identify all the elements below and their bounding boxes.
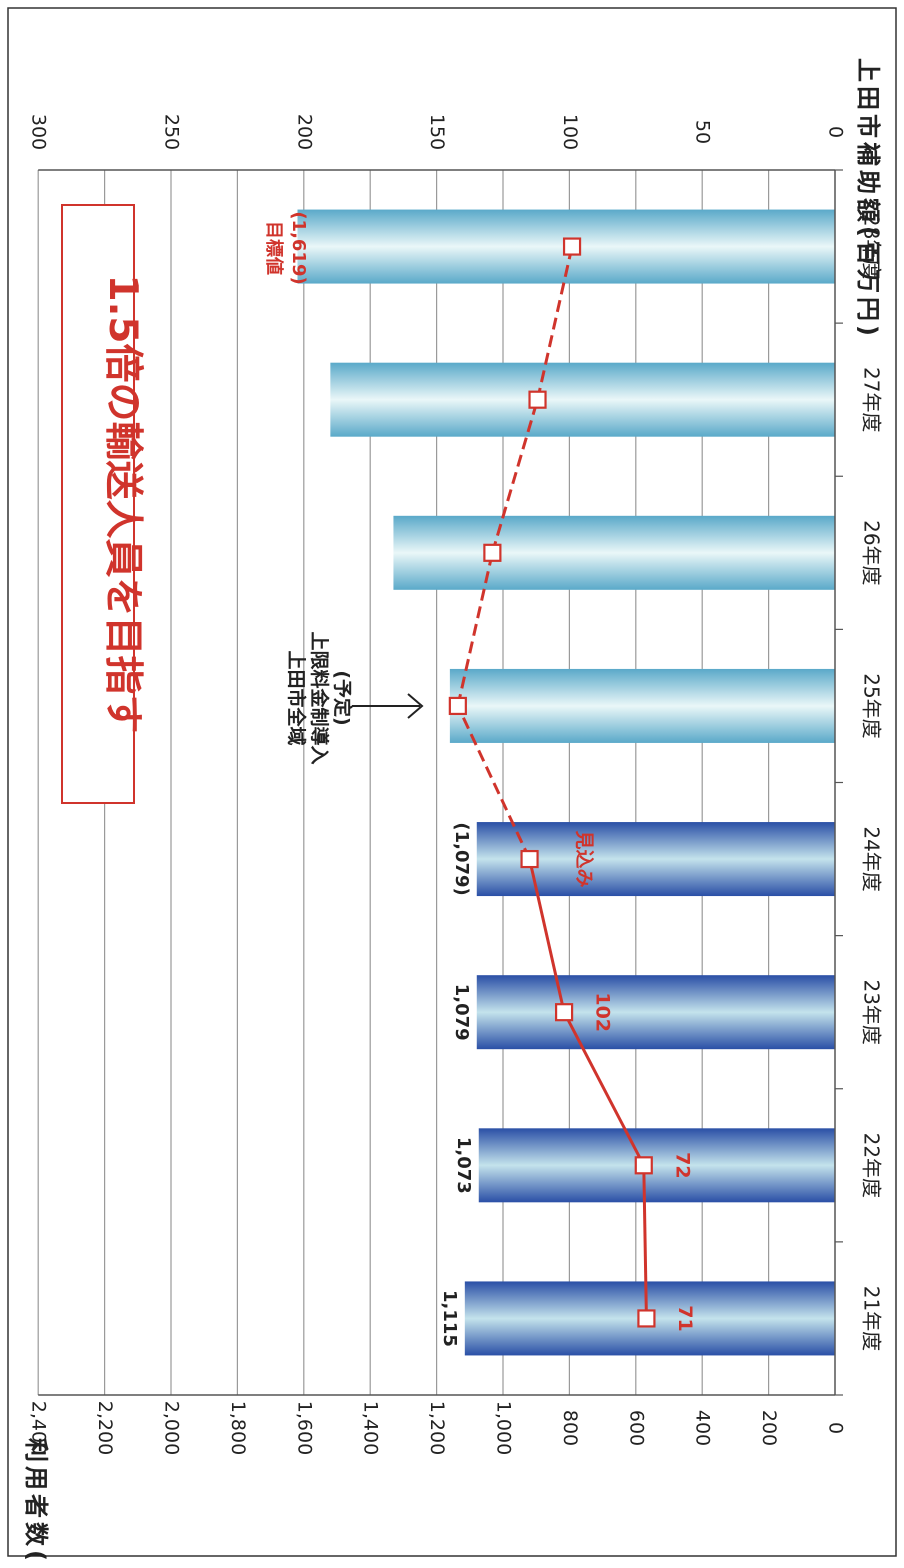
category-label: 21年度: [860, 1286, 884, 1351]
primary-tick-label: 1,600: [293, 1401, 315, 1455]
policy-annotation-line-1: 上田市全域: [285, 650, 308, 745]
line-segment: [562, 1011, 646, 1167]
line-point: [528, 390, 547, 409]
line-segment: [490, 399, 539, 554]
line-point: [520, 849, 539, 869]
line-point: [554, 1003, 574, 1022]
category-label: 25年度: [860, 673, 884, 738]
line-segment: [536, 246, 574, 401]
bar-value-label: 1,073: [453, 1137, 474, 1194]
outer-border: [7, 7, 897, 1557]
primary-axis-label: 利用者数(千人): [22, 1438, 50, 1564]
line-segment: [456, 552, 494, 707]
policy-annotation-line-2: 上限料金制導入: [308, 631, 331, 764]
line-segment: [456, 705, 531, 860]
line-series: 71 72 102: [448, 237, 696, 1332]
category-label: 24年度: [860, 826, 884, 891]
grid-lines: [37, 170, 770, 1395]
secondary-axis-label: 上田市補助額(百万円): [854, 58, 882, 340]
primary-tick-label: 1,000: [493, 1401, 515, 1455]
secondary-tick-label: 150: [426, 114, 448, 150]
chart-title: 1.5倍の輸送人員を目指す: [100, 274, 145, 733]
bar-series: 1,115 1,073 1,079 (1,079) (1,619): [288, 209, 835, 1356]
line-point: [634, 1156, 653, 1175]
estimate-annotation: 見込み: [573, 830, 595, 887]
primary-tick-label: 1,400: [360, 1401, 382, 1455]
line-point: [448, 696, 467, 716]
line-point: [562, 237, 582, 256]
line-segment: [528, 858, 566, 1013]
line-value-label: 72: [671, 1152, 693, 1178]
primary-tick-label: 600: [625, 1410, 647, 1446]
title-box: [61, 204, 135, 804]
line-point: [483, 543, 502, 562]
axes: 0 200 400 600 800 1,000 1,200 1,400 1,600 1,800 2,…: [28, 114, 884, 1455]
secondary-tick-label: 250: [161, 114, 183, 150]
line-point: [637, 1309, 656, 1328]
primary-tick-label: 200: [758, 1410, 780, 1446]
secondary-tick-label: 300: [28, 114, 50, 150]
policy-arrow: [352, 693, 424, 719]
line-segment: [642, 1165, 648, 1319]
policy-annotation-line-3: (予定): [331, 670, 354, 725]
category-label: 23年度: [860, 979, 884, 1044]
category-label: 27年度: [860, 367, 884, 432]
secondary-tick-label: 200: [293, 114, 315, 150]
category-label: 22年度: [860, 1133, 884, 1198]
primary-tick-label: 1,200: [426, 1401, 448, 1455]
primary-tick-label: 0: [825, 1422, 847, 1434]
bar: [393, 515, 835, 590]
target-annotation: 目標値: [263, 221, 285, 275]
bar: [330, 362, 835, 437]
bar: [478, 1128, 835, 1203]
bar: [449, 668, 835, 743]
primary-tick-label: 2,000: [161, 1401, 183, 1455]
line-value-label: 71: [674, 1305, 696, 1331]
primary-tick-label: 800: [559, 1410, 581, 1446]
primary-tick-label: 1,800: [227, 1401, 249, 1455]
secondary-tick-label: 50: [692, 120, 714, 144]
bar-value-label: (1,079): [451, 822, 472, 895]
primary-tick-label: 2,400: [28, 1401, 50, 1455]
bar-value-label: (1,619): [288, 211, 309, 284]
category-label: 26年度: [860, 520, 884, 585]
secondary-tick-label: 0: [825, 126, 847, 138]
bar-value-label: 1,115: [439, 1290, 460, 1347]
primary-tick-label: 2,200: [94, 1401, 116, 1455]
category-label: 28年度: [860, 214, 884, 279]
line-value-label: 102: [592, 992, 614, 1032]
bar-value-label: 1,079: [451, 984, 472, 1041]
secondary-tick-label: 100: [559, 114, 581, 150]
primary-tick-label: 400: [692, 1410, 714, 1446]
bar: [476, 975, 835, 1050]
